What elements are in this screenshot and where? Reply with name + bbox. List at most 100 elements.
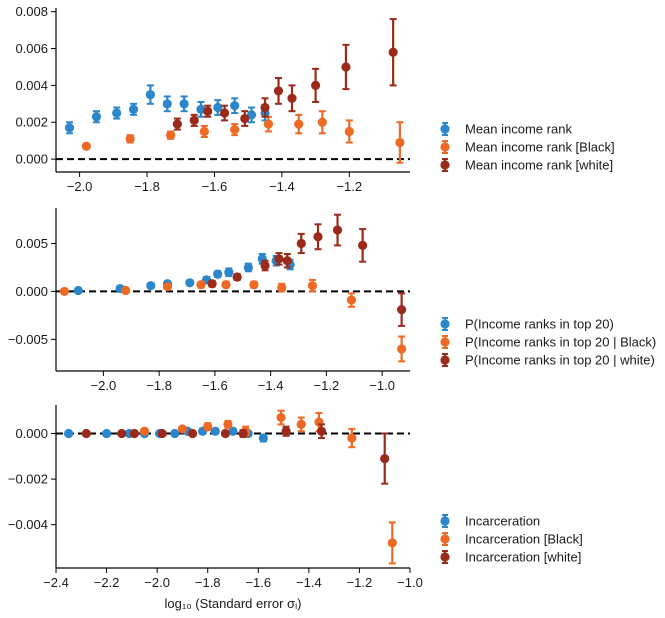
legend-item: Mean income rank [Black] <box>440 140 615 155</box>
legend-item: P(Income ranks in top 20) <box>440 317 614 332</box>
x-tick-label: −1.6 <box>202 378 228 393</box>
data-point <box>380 453 390 464</box>
legend-label: Mean income rank [white] <box>465 158 613 173</box>
data-point <box>210 426 220 436</box>
series-mean-income-rank-white <box>172 18 398 131</box>
data-point <box>125 134 135 144</box>
legend-label: P(Income ranks in top 20) <box>465 317 614 332</box>
data-point <box>199 126 209 137</box>
legend-item: Incarceration [white] <box>440 550 581 565</box>
legend-marker <box>440 160 450 170</box>
legend-marker <box>440 142 450 152</box>
legend-item: P(Income ranks in top 20 | Black) <box>440 335 656 350</box>
legend-item: Mean income rank [white] <box>440 158 613 173</box>
data-point <box>317 117 327 127</box>
legend-label: Incarceration [white] <box>465 550 581 565</box>
x-tick-label: −1.6 <box>245 575 271 590</box>
legend-marker <box>440 337 450 347</box>
x-tick-label: −1.8 <box>195 575 221 590</box>
data-point <box>260 260 270 271</box>
y-tick-label: −0.005 <box>8 332 48 347</box>
data-point <box>246 110 257 120</box>
y-tick-label: 0.008 <box>15 4 48 19</box>
data-point <box>172 119 182 129</box>
data-point <box>395 137 405 148</box>
data-point <box>166 130 176 140</box>
x-tick-label: −1.4 <box>296 575 322 590</box>
data-point <box>224 267 234 277</box>
data-point <box>117 428 127 439</box>
x-tick-label: −1.8 <box>146 378 172 393</box>
data-point <box>397 305 407 315</box>
x-tick-label: −2.0 <box>91 378 117 393</box>
data-point <box>179 99 189 109</box>
data-point <box>203 106 213 116</box>
data-point <box>207 279 217 289</box>
data-point <box>139 426 150 436</box>
data-point <box>238 428 248 439</box>
x-tick-label: −1.6 <box>202 179 228 194</box>
y-tick-label: 0.004 <box>15 78 48 93</box>
legend-label: Mean income rank <box>465 122 572 137</box>
data-point <box>311 80 321 90</box>
series-p-income-ranks-in-top-20-white <box>207 213 407 327</box>
data-point <box>346 295 357 305</box>
legend-label: Incarceration <box>465 514 540 529</box>
x-tick-label: −1.2 <box>336 179 362 194</box>
y-tick-label: 0.000 <box>15 284 48 299</box>
data-point <box>213 269 223 279</box>
data-point <box>73 285 83 296</box>
data-point <box>282 256 292 266</box>
data-point <box>185 278 195 288</box>
legend-marker <box>440 552 450 562</box>
data-point <box>263 119 273 129</box>
y-tick-label: 0.005 <box>15 236 48 251</box>
legend-marker <box>440 355 450 365</box>
x-tick-label: −2.2 <box>94 575 120 590</box>
data-point <box>274 254 284 264</box>
data-point <box>91 112 102 122</box>
legend-label: Incarceration [Black] <box>465 532 583 547</box>
series-mean-income-rank <box>64 84 270 135</box>
legend-label: P(Income ranks in top 20 | white) <box>465 353 655 368</box>
y-tick-label: 0.000 <box>15 152 48 167</box>
legend: Mean income rank Mean income rank [Black]… <box>440 122 615 173</box>
data-point <box>316 426 327 436</box>
data-point <box>223 419 233 429</box>
x-tick-label: −2.4 <box>43 575 69 590</box>
data-point <box>243 262 253 273</box>
data-point <box>146 281 156 291</box>
data-point <box>281 426 291 436</box>
data-point <box>112 108 122 118</box>
data-point <box>249 280 259 290</box>
y-tick-label: −0.002 <box>8 472 48 487</box>
legend: P(Income ranks in top 20) P(Income ranks … <box>440 317 656 368</box>
x-tick-label: −1.0 <box>369 378 395 393</box>
legend-marker <box>440 124 450 134</box>
data-point <box>344 126 354 137</box>
data-point <box>230 101 240 111</box>
legend: Incarceration Incarceration [Black] Incarc… <box>440 514 583 565</box>
data-point <box>228 426 238 436</box>
data-point <box>273 86 284 96</box>
series-incarceration-white <box>81 423 390 485</box>
legend-item: Mean income rank <box>440 122 572 137</box>
data-point <box>277 282 287 293</box>
data-point <box>296 238 306 249</box>
data-point <box>232 272 242 282</box>
x-tick-label: −2.0 <box>67 179 93 194</box>
x-tick-label: −1.4 <box>269 179 295 194</box>
series-mean-income-rank-black <box>81 110 405 164</box>
data-point <box>276 412 286 423</box>
x-tick-label: −1.8 <box>134 179 160 194</box>
data-point <box>187 428 198 439</box>
panel-top20-probability: −2.0 −1.8 −1.6 −1.4 −1.2 −1.0 −0.005 0.000 0.005… <box>8 208 656 393</box>
data-point <box>129 428 139 439</box>
x-axis-title: log₁₀ (Standard error σᵢ) <box>165 596 302 611</box>
data-point <box>177 424 188 434</box>
data-point <box>287 93 297 103</box>
data-point <box>64 428 74 439</box>
data-point <box>307 281 318 291</box>
data-point <box>101 428 112 439</box>
legend-item: Incarceration [Black] <box>440 532 583 547</box>
